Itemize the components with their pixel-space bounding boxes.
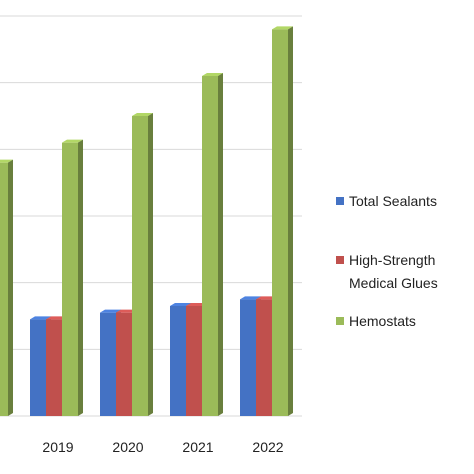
bar-front	[30, 319, 46, 416]
x-tick-label: 2019	[42, 439, 73, 455]
bar-side	[78, 139, 83, 416]
x-tick-label: 2022	[252, 439, 283, 455]
legend-item-high-strength-medical-glues: High-Strength Medical Glues	[336, 252, 438, 291]
bar-top	[46, 316, 67, 320]
bar-side	[148, 113, 153, 416]
bar-front	[170, 306, 186, 416]
legend-swatch	[336, 317, 344, 325]
legend-label: Medical Glues	[349, 275, 438, 291]
bar-front	[240, 299, 256, 416]
bar-top	[256, 296, 277, 300]
x-tick-labels: 2019 2020 2021 2022	[42, 439, 283, 455]
bar-top	[272, 26, 293, 30]
bar-side	[288, 26, 293, 416]
bar-2022-hemostats	[272, 26, 293, 416]
legend-swatch	[336, 197, 344, 205]
x-tick-label: 2020	[112, 439, 143, 455]
bar-side	[218, 73, 223, 416]
bar-side	[8, 159, 13, 416]
legend-item-total-sealants: Total Sealants	[336, 193, 437, 209]
bar-front	[186, 306, 202, 416]
bar-top	[62, 139, 83, 143]
bar-top	[202, 73, 223, 76]
bar-front	[62, 142, 78, 416]
bars	[0, 26, 293, 416]
bar-front	[0, 162, 8, 416]
legend: Total Sealants High-Strength Medical Glues…	[336, 193, 438, 329]
bar-2019-hemostats	[62, 139, 83, 416]
x-tick-label: 2021	[182, 439, 213, 455]
bar-2021-hemostats	[202, 73, 223, 416]
bar-top	[0, 159, 13, 163]
bar-front	[116, 312, 132, 416]
legend-item-hemostats: Hemostats	[336, 313, 416, 329]
legend-label: High-Strength	[349, 252, 435, 268]
legend-swatch	[336, 256, 344, 264]
bar-top	[100, 309, 121, 313]
bar-front	[256, 299, 272, 416]
legend-label: Hemostats	[349, 313, 416, 329]
bar-top	[240, 296, 261, 300]
bar-front	[46, 319, 62, 416]
bar-top	[30, 316, 51, 320]
bar-front	[202, 76, 218, 416]
bar-top	[132, 113, 153, 116]
bar-front	[100, 312, 116, 416]
bar-front	[272, 29, 288, 416]
bar-top	[116, 309, 137, 313]
bar-2018-hemostats	[0, 159, 13, 416]
bar-top	[170, 303, 191, 306]
bar-top	[186, 303, 207, 306]
bar-2020-hemostats	[132, 113, 153, 416]
bar-front	[132, 116, 148, 416]
legend-label: Total Sealants	[349, 193, 437, 209]
